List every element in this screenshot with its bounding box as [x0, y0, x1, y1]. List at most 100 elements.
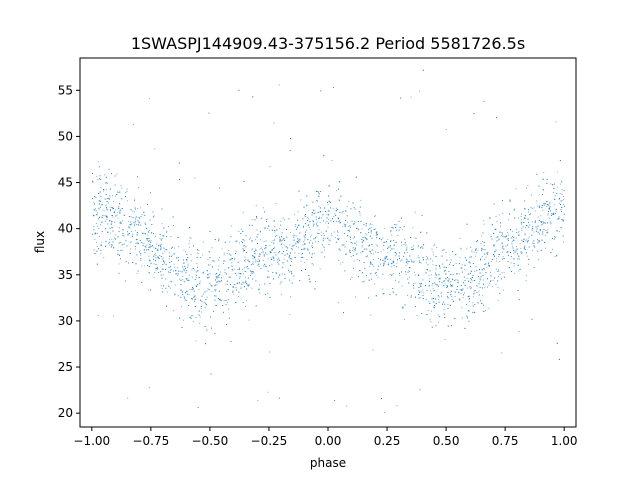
data-point — [168, 255, 170, 257]
data-point — [460, 289, 462, 291]
data-point — [228, 308, 229, 310]
data-point — [374, 272, 376, 274]
data-point — [279, 227, 281, 229]
data-point — [269, 244, 271, 246]
data-point — [177, 257, 179, 258]
data-point — [100, 196, 102, 198]
data-point — [252, 263, 254, 265]
data-point — [315, 216, 317, 218]
data-point — [537, 250, 539, 252]
data-point — [441, 255, 443, 257]
data-point — [206, 329, 208, 331]
data-point — [432, 260, 434, 262]
data-point — [242, 302, 244, 303]
data-point — [531, 194, 533, 196]
data-point — [549, 207, 550, 209]
data-point — [139, 218, 141, 220]
data-point — [239, 242, 240, 244]
data-point — [395, 224, 397, 226]
data-point — [117, 253, 119, 255]
data-point — [544, 235, 546, 237]
data-point — [195, 274, 197, 276]
data-point — [542, 189, 544, 191]
data-point — [391, 274, 393, 276]
data-point — [483, 268, 485, 270]
data-point — [533, 266, 535, 268]
data-point — [244, 270, 246, 272]
data-point — [360, 199, 362, 201]
data-point — [168, 266, 170, 268]
data-point — [127, 234, 129, 236]
data-point — [343, 244, 345, 246]
data-point — [181, 271, 183, 273]
data-point — [216, 281, 218, 283]
data-point — [251, 219, 253, 221]
data-point — [298, 224, 300, 226]
data-point — [202, 254, 204, 256]
data-point — [258, 263, 260, 265]
data-point — [130, 209, 132, 211]
data-point — [479, 281, 481, 283]
data-point — [127, 233, 129, 235]
data-point — [304, 248, 306, 250]
data-point — [483, 220, 485, 222]
data-point — [397, 259, 398, 261]
data-point — [356, 253, 358, 255]
data-point — [210, 327, 212, 329]
data-point — [555, 208, 557, 210]
data-point — [319, 211, 321, 213]
data-point — [375, 234, 377, 236]
data-point — [313, 223, 315, 225]
data-point — [513, 263, 515, 264]
data-point — [519, 258, 521, 260]
data-point — [525, 274, 527, 276]
data-point — [184, 265, 186, 267]
data-point — [387, 264, 389, 266]
data-point — [524, 218, 526, 219]
data-point — [563, 213, 565, 215]
data-point — [119, 203, 121, 205]
data-point — [422, 257, 424, 258]
data-point — [525, 249, 527, 250]
data-point — [304, 242, 306, 244]
data-point — [461, 289, 463, 291]
data-point — [297, 238, 299, 240]
data-point — [444, 283, 446, 285]
data-point — [265, 265, 267, 267]
data-point — [96, 175, 98, 177]
data-point — [430, 310, 432, 312]
data-point — [186, 300, 188, 301]
data-point — [195, 340, 197, 342]
data-point — [208, 112, 210, 114]
data-point — [507, 251, 508, 253]
data-point — [254, 219, 256, 221]
data-point — [294, 257, 296, 258]
data-point — [221, 248, 223, 250]
data-point — [98, 208, 100, 210]
data-point — [552, 214, 554, 215]
data-point — [550, 252, 552, 253]
data-point — [305, 231, 306, 233]
data-point — [291, 282, 293, 284]
data-point — [214, 333, 216, 335]
data-point — [214, 304, 216, 306]
data-point — [137, 270, 139, 272]
data-point — [503, 289, 505, 291]
data-point — [502, 245, 504, 247]
data-point — [121, 198, 123, 200]
data-point — [174, 294, 176, 296]
data-point — [179, 270, 181, 272]
data-point — [273, 258, 275, 260]
data-point — [490, 261, 492, 263]
data-point — [353, 207, 355, 209]
data-point — [107, 232, 109, 233]
data-point — [271, 258, 273, 260]
data-point — [417, 246, 419, 248]
data-point — [339, 222, 341, 224]
data-point — [514, 217, 516, 219]
data-point — [162, 264, 164, 266]
data-point — [552, 248, 553, 250]
data-point — [213, 260, 215, 262]
data-point — [271, 249, 273, 251]
data-point — [472, 263, 474, 264]
